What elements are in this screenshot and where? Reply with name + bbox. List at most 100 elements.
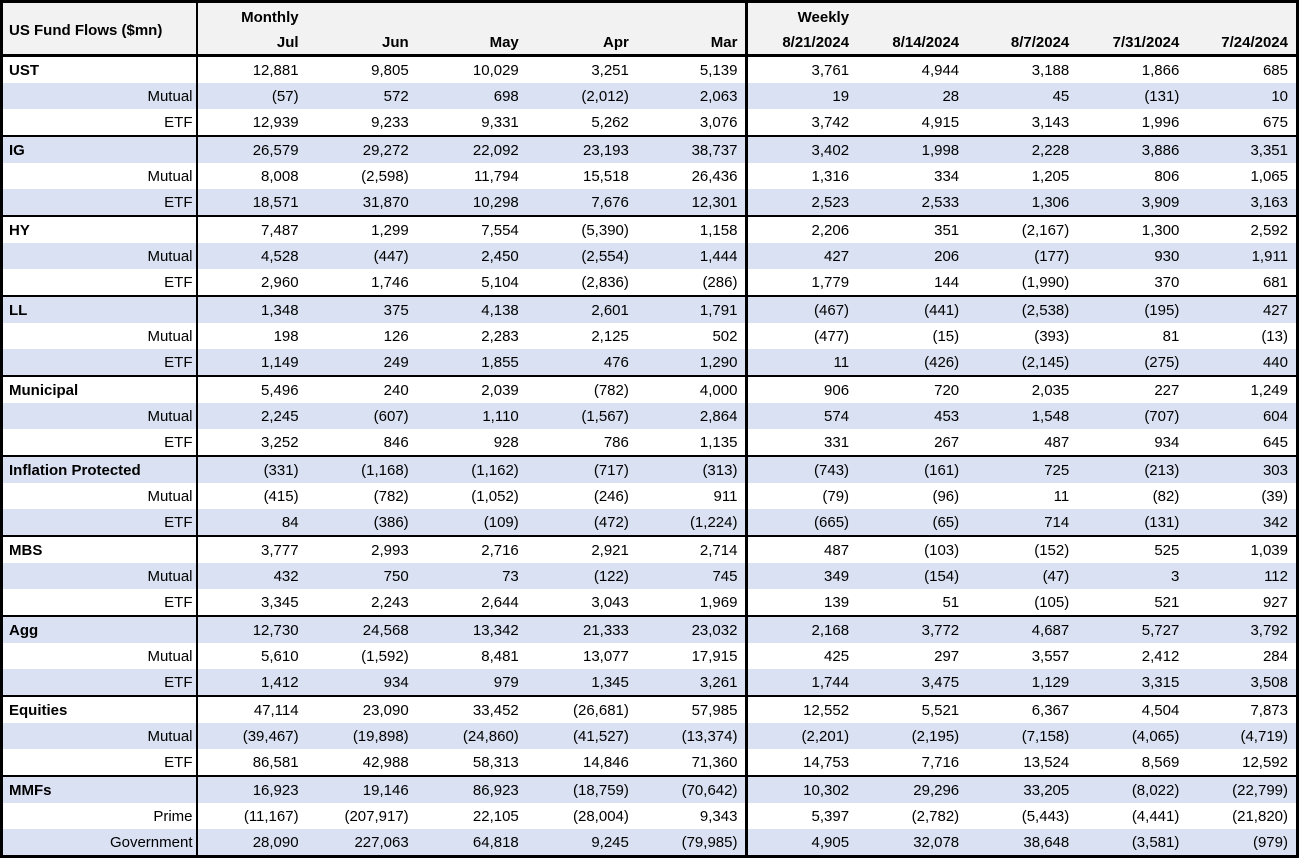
weekly-value-cell: 13,524 [1023, 753, 1070, 771]
weekly-value-cell: (2,167) [967, 215, 1078, 243]
weekly-value-cell: 930 [1077, 243, 1188, 269]
weekly-value-cell: (2,538) [967, 295, 1078, 323]
weekly-value-cell: (8,022) [1077, 775, 1188, 803]
weekly-value-cell: 206 [857, 243, 968, 269]
monthly-value-cell: (207,917) [344, 807, 409, 825]
table-row: Mutual 432 750 73 (122) 745 349 (154) (4… [1, 563, 1298, 589]
weekly-value-cell: 3 [1077, 563, 1188, 589]
weekly-value-cell: (131) [1077, 83, 1188, 109]
row-label: HY [1, 215, 198, 243]
monthly-value-cell: 7,554 [416, 215, 527, 243]
weekly-value-cell: (15) [932, 327, 960, 345]
weekly-value-cell: 1,911 [1187, 243, 1298, 269]
monthly-value-cell: (331) [196, 455, 307, 483]
weekly-value-cell: 1,249 [1187, 375, 1298, 403]
table-row: Mutual (57) 572 698 (2,012) 2,063 19 28 … [1, 83, 1298, 109]
monthly-value-cell: 47,114 [196, 695, 307, 723]
weekly-value-cell: (96) [932, 487, 960, 505]
weekly-value-cell: 4,915 [921, 113, 960, 131]
column-header-month: Jul [196, 31, 307, 56]
weekly-value-cell: (105) [1034, 593, 1070, 611]
monthly-value-cell: 4,138 [416, 295, 527, 323]
monthly-value-cell: (2,598) [361, 167, 409, 185]
monthly-value-cell: 12,939 [252, 113, 299, 131]
weekly-value-cell: 227 [1077, 375, 1188, 403]
monthly-value-cell: 2,644 [481, 593, 519, 611]
monthly-value-cell: 928 [493, 433, 519, 451]
monthly-value-cell: 33,452 [416, 695, 527, 723]
row-label: IG [1, 135, 198, 163]
weekly-value-cell: 453 [857, 403, 968, 429]
weekly-value-cell: 4,687 [967, 615, 1078, 643]
monthly-value-cell: 3,261 [636, 669, 749, 696]
weekly-value-cell: (477) [814, 327, 850, 345]
weekly-value-cell: 906 [746, 375, 858, 403]
table-row: LL 1,348 375 4,138 2,601 1,791 (467) (44… [1, 295, 1298, 323]
weekly-value-cell: 351 [857, 215, 968, 243]
weekly-value-cell: 1,548 [967, 403, 1078, 429]
weekly-value-cell: 3,772 [857, 615, 968, 643]
monthly-value-cell: 2,450 [416, 243, 527, 269]
weekly-value-cell: 284 [1262, 647, 1288, 665]
weekly-value-cell: 1,996 [1141, 113, 1180, 131]
weekly-value-cell: 440 [1187, 349, 1298, 376]
table-row: Municipal 5,496 240 2,039 (782) 4,000 90… [1, 375, 1298, 403]
monthly-value-cell: 7,676 [526, 189, 637, 216]
weekly-value-cell: 5,397 [811, 807, 850, 825]
weekly-value-cell: 1,039 [1187, 535, 1298, 563]
weekly-value-cell: 12,552 [746, 695, 858, 723]
table-row: MBS 3,777 2,993 2,716 2,921 2,714 487 (1… [1, 535, 1298, 563]
column-header-month: Mar [636, 31, 749, 56]
monthly-value-cell: 911 [636, 483, 749, 509]
weekly-value-cell: 681 [1262, 273, 1288, 291]
monthly-value-cell: 2,243 [371, 593, 409, 611]
row-label: UST [1, 54, 198, 83]
monthly-value-cell: 5,104 [481, 273, 519, 291]
monthly-value-cell: (1,592) [361, 647, 409, 665]
weekly-value-cell: 3,886 [1077, 135, 1188, 163]
weekly-value-cell: 29,296 [857, 775, 968, 803]
weekly-value-cell: (275) [1077, 349, 1188, 376]
monthly-value-cell: 1,290 [636, 349, 749, 376]
weekly-value-cell: 10,302 [746, 775, 858, 803]
monthly-value-cell: 4,000 [636, 375, 749, 403]
monthly-value-cell: 2,283 [481, 327, 519, 345]
monthly-value-cell: 979 [416, 669, 527, 696]
monthly-value-cell: (2,012) [526, 83, 637, 109]
weekly-value-cell: (195) [1077, 295, 1188, 323]
monthly-value-cell: 2,960 [261, 273, 299, 291]
monthly-value-cell: 3,251 [526, 54, 637, 83]
monthly-value-cell: 15,518 [582, 167, 629, 185]
monthly-value-cell: 9,805 [306, 54, 417, 83]
monthly-value-cell: (1,052) [471, 487, 519, 505]
row-label: ETF [1, 589, 198, 616]
table-row: ETF 1,149 249 1,855 476 1,290 11 (426) (… [1, 349, 1298, 376]
monthly-value-cell: (57) [196, 83, 307, 109]
weekly-value-cell: (393) [1034, 327, 1070, 345]
weekly-value-cell: 4,905 [746, 829, 858, 857]
monthly-value-cell: 17,915 [636, 643, 749, 669]
monthly-value-cell: 249 [306, 349, 417, 376]
monthly-value-cell: 24,568 [306, 615, 417, 643]
monthly-value-cell: 14,846 [582, 753, 629, 771]
monthly-value-cell: (1,162) [416, 455, 527, 483]
weekly-value-cell: 1,744 [746, 669, 858, 696]
column-header-week: 7/24/2024 [1187, 31, 1298, 56]
period-header-row: US Fund Flows ($mn) Monthly Weekly [1, 1, 1298, 56]
monthly-value-cell: 22,092 [416, 135, 527, 163]
weekly-value-cell: 427 [746, 243, 858, 269]
row-label: Mutual [1, 483, 198, 509]
monthly-value-cell: 934 [306, 669, 417, 696]
column-header-week: 8/14/2024 [857, 31, 968, 56]
monthly-value-cell: (18,759) [526, 775, 637, 803]
monthly-value-cell: 2,601 [526, 295, 637, 323]
weekly-value-cell: (5,443) [1021, 807, 1070, 825]
monthly-value-cell: 7,487 [196, 215, 307, 243]
monthly-value-cell: 750 [306, 563, 417, 589]
row-label: Mutual [1, 563, 198, 589]
weekly-value-cell: 3,163 [1187, 189, 1298, 216]
monthly-value-cell: (2,554) [526, 243, 637, 269]
monthly-value-cell: (5,390) [526, 215, 637, 243]
monthly-value-cell: 2,714 [636, 535, 749, 563]
